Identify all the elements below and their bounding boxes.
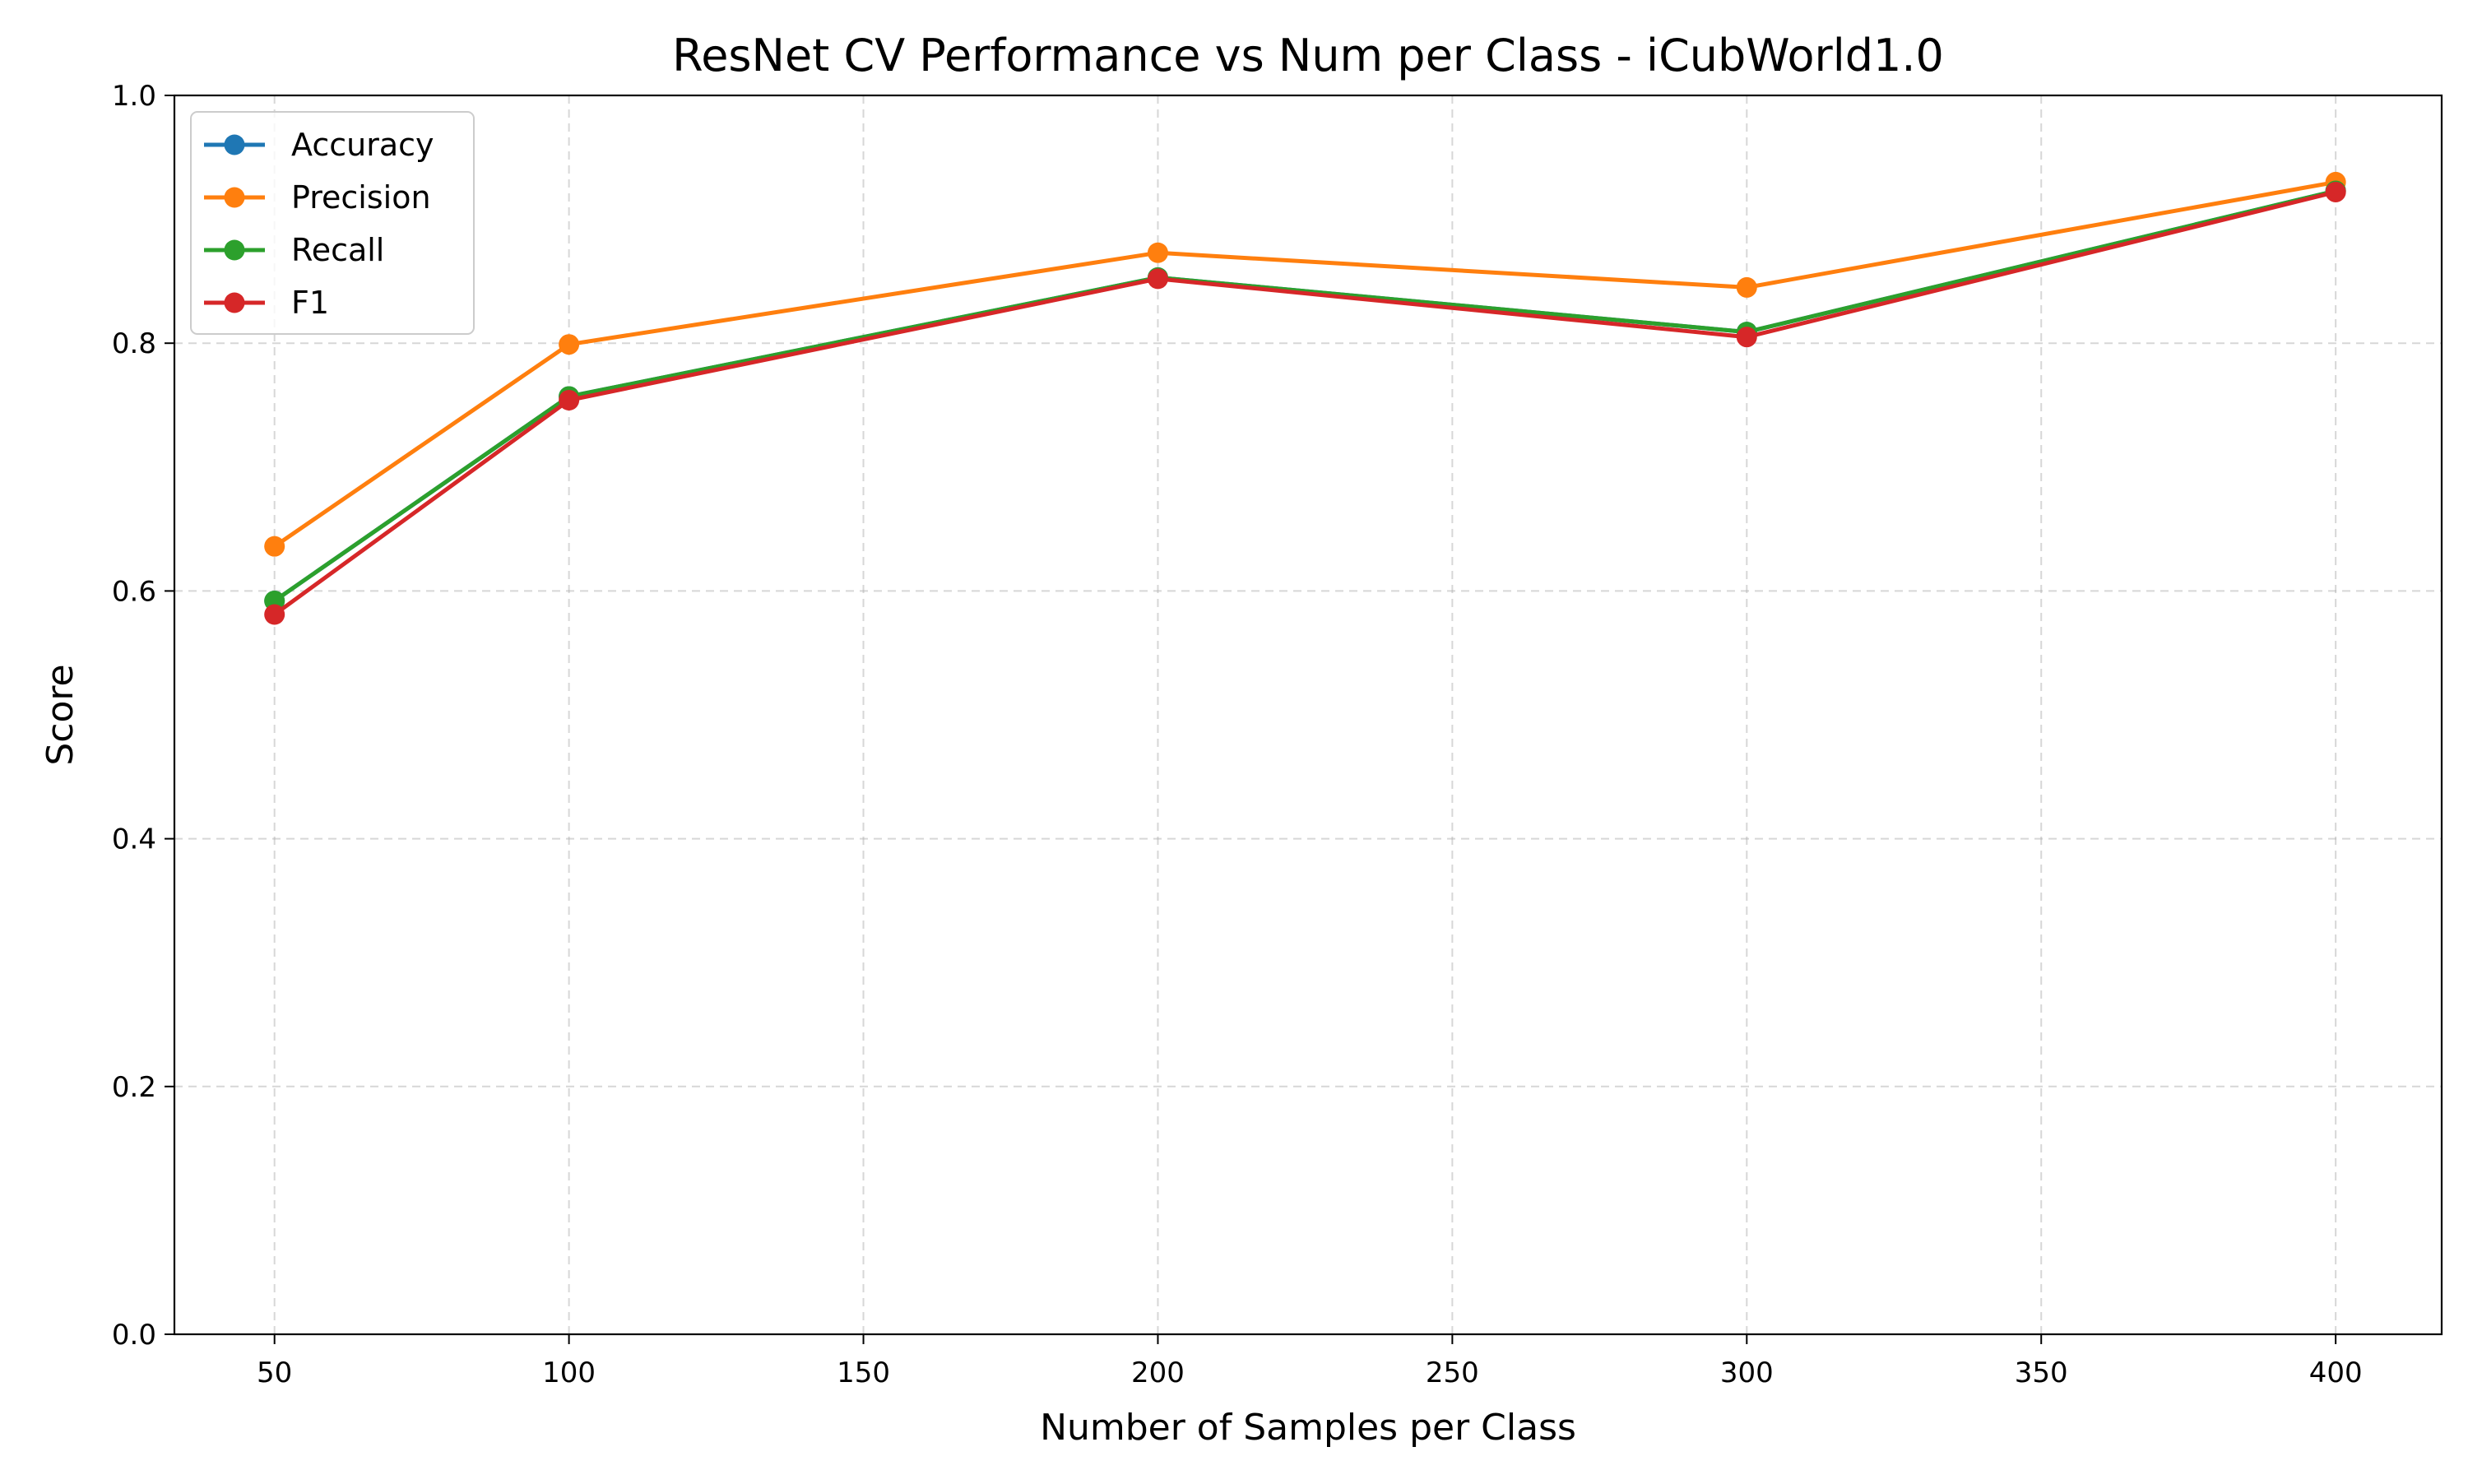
x-tick-label: 350 — [2015, 1356, 2068, 1389]
legend-swatch-marker-accuracy — [224, 134, 245, 155]
data-point-f1 — [1147, 268, 1168, 290]
data-point-f1 — [264, 604, 285, 625]
legend-label-recall: Recall — [291, 232, 384, 268]
legend-box — [190, 111, 475, 335]
data-point-precision — [1736, 276, 1757, 298]
data-point-precision — [1147, 242, 1168, 263]
x-tick-label: 250 — [1426, 1356, 1479, 1389]
y-tick-label: 0.4 — [112, 823, 156, 856]
data-point-f1 — [1736, 327, 1757, 348]
legend-label-precision: Precision — [291, 179, 431, 216]
plot-area-frame — [173, 94, 2443, 1336]
data-point-f1 — [559, 389, 580, 410]
chart-title: ResNet CV Performance vs Num per Class -… — [672, 30, 1944, 81]
x-tick-label: 300 — [1720, 1356, 1774, 1389]
y-tick-label: 1.0 — [112, 80, 156, 113]
y-tick-label: 0.2 — [112, 1071, 156, 1104]
x-tick-label: 100 — [542, 1356, 596, 1389]
y-tick-label: 0.8 — [112, 327, 156, 360]
y-tick-label: 0.6 — [112, 575, 156, 608]
legend-label-f1: F1 — [291, 285, 329, 321]
data-point-f1 — [2325, 181, 2346, 202]
series-layer — [264, 171, 2346, 625]
axis-ticks: 50 100 150 200 250 300 350 400 0.0 0.2 0.4 0.6 0.8 1.… — [112, 80, 2363, 1389]
legend-swatch-marker-recall — [224, 239, 245, 261]
x-tick-label: 400 — [2309, 1356, 2363, 1389]
legend-swatch-marker-f1 — [224, 292, 245, 313]
x-axis-label: Number of Samples per Class — [1040, 1407, 1576, 1449]
data-point-precision — [559, 334, 580, 355]
x-tick-label: 50 — [257, 1356, 292, 1389]
x-tick-label: 150 — [837, 1356, 890, 1389]
x-tick-label: 200 — [1131, 1356, 1185, 1389]
y-axis-label: Score — [39, 664, 81, 765]
legend-label-accuracy: Accuracy — [291, 127, 434, 163]
data-point-precision — [264, 536, 285, 557]
series-f1 — [264, 181, 2346, 625]
legend-swatch-marker-precision — [224, 187, 245, 208]
legend: Accuracy Precision Recall F1 — [190, 111, 475, 335]
y-tick-label: 0.0 — [112, 1319, 156, 1352]
